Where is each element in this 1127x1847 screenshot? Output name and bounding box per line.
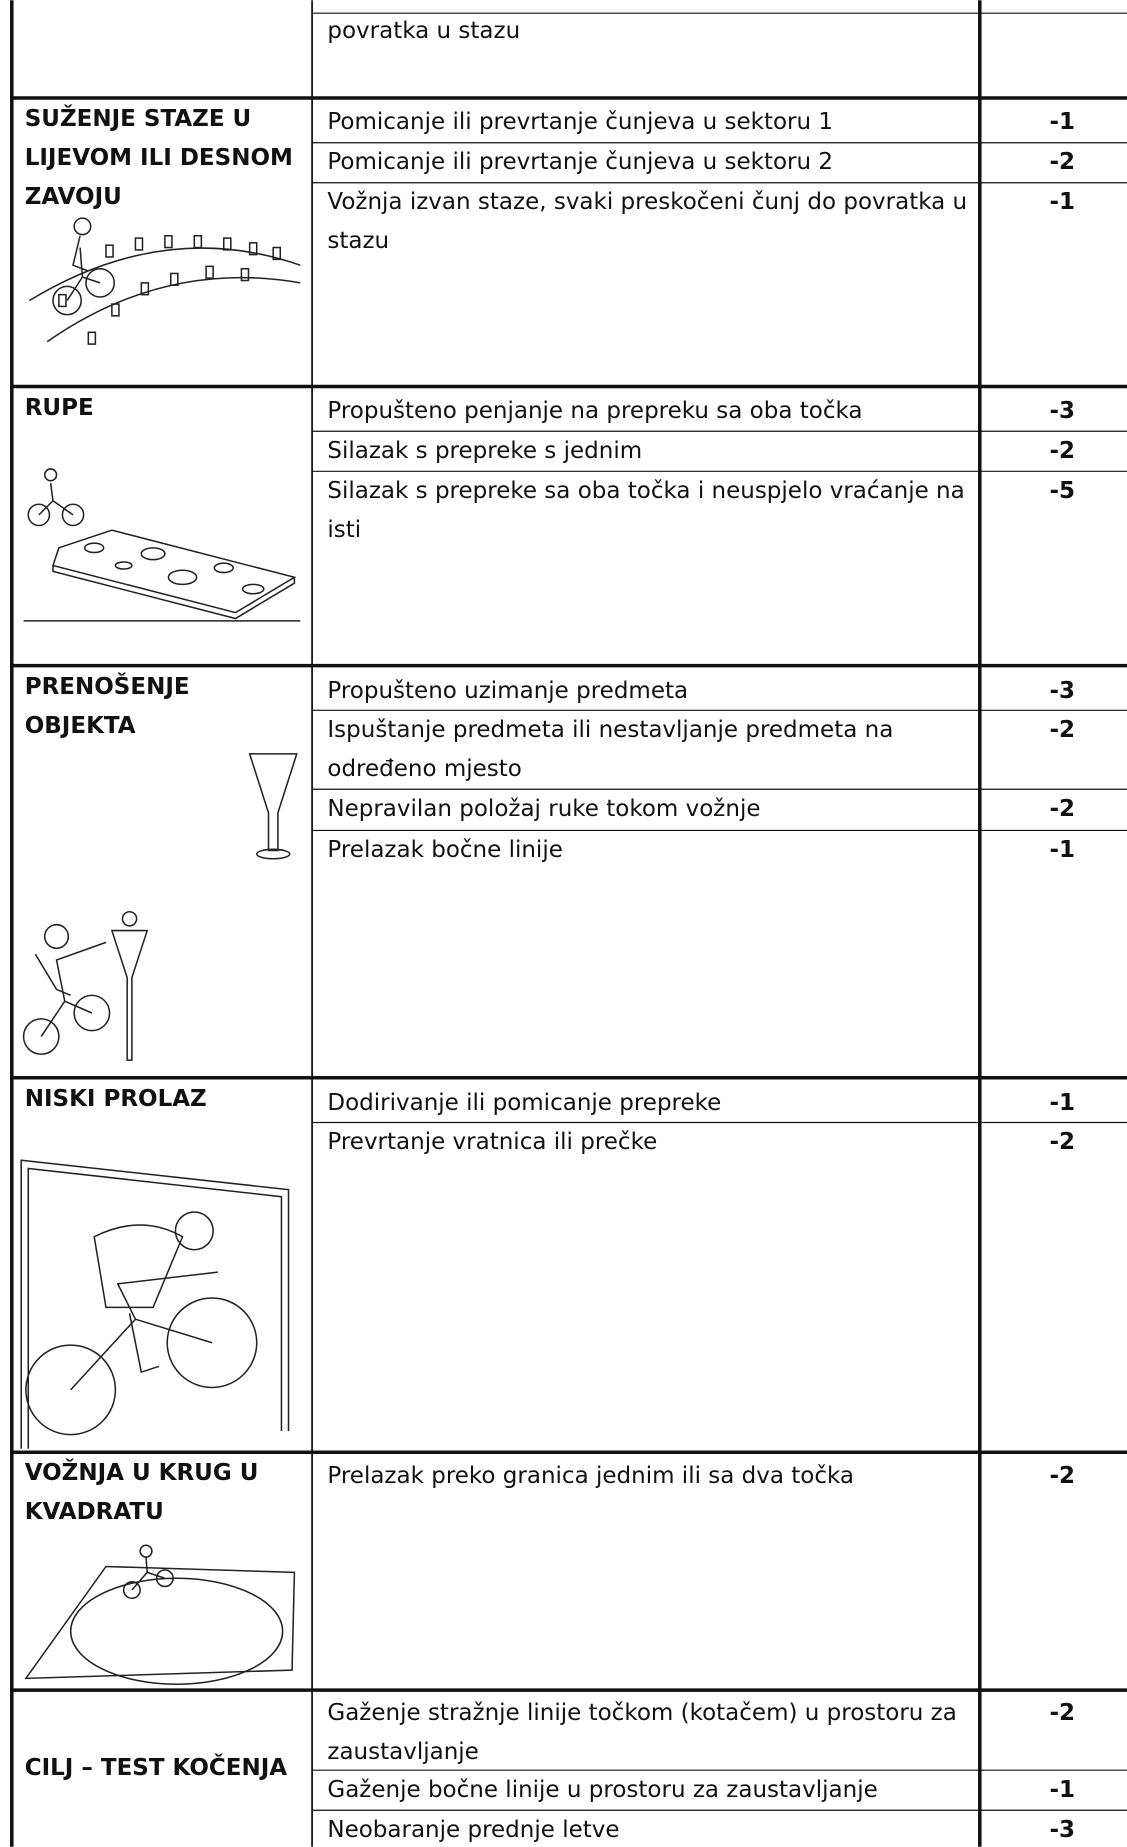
illustration-holes (23, 468, 301, 622)
item-text: Silazak s prepreke sa oba točka i neuspj… (327, 477, 965, 543)
item-text: Gaženje bočne linije u prostoru za zaust… (327, 1776, 878, 1803)
penalty: -2 (1049, 795, 1075, 822)
penalty: -3 (1049, 677, 1075, 704)
item-text: Ispuštanje predmeta ili nestavljanje pre… (327, 716, 894, 782)
section-title: RUPE (24, 394, 94, 421)
item-text: Nepravilan položaj ruke tokom vožnje (327, 795, 761, 822)
illustration-square (24, 1544, 296, 1686)
penalty: -3 (1049, 397, 1075, 424)
item-text: Silazak s prepreke s jednim (327, 437, 643, 464)
penalty: -2 (1049, 437, 1075, 464)
illustration-gate (20, 1159, 290, 1449)
penalty: -2 (1049, 149, 1075, 176)
section-title: VOŽNJA U KRUG U KVADRATU (24, 1460, 259, 1526)
item-text: Gaženje stražnje linije točkom (kotačem)… (327, 1700, 957, 1766)
penalty: -1 (1049, 109, 1075, 136)
item-text: Neobaranje prednje letve (327, 1816, 620, 1843)
item-text: Pomicanje ili prevrtanje čunjeva u sekto… (327, 109, 834, 136)
penalty: -1 (1049, 1776, 1075, 1803)
illustration-glass (22, 753, 298, 1061)
section-title: CILJ – TEST KOČENJA (24, 1755, 288, 1782)
item-text: Prelazak bočne linije (327, 836, 563, 863)
item-text: Prevrtanje vratnica ili prečke (327, 1128, 658, 1155)
penalty: -2 (1049, 1463, 1075, 1490)
section-title: NISKI PROLAZ (24, 1085, 207, 1112)
penalty: -2 (1049, 1700, 1075, 1727)
item-text: Propušteno penjanje na prepreku sa oba t… (327, 397, 863, 424)
item-text: Pomicanje ili prevrtanje čunjeva u sekto… (327, 149, 834, 176)
penalty: -1 (1049, 836, 1075, 863)
penalty: -3 (1049, 1816, 1075, 1843)
item-text: Prelazak preko granica jednim ili sa dva… (327, 1463, 855, 1490)
item-text: Propušteno uzimanje predmeta (327, 677, 689, 704)
penalty: -1 (1049, 189, 1075, 216)
item-text: povratka u stazu (327, 18, 521, 45)
section-title: SUŽENJE STAZE U LIJEVOM ILI DESNOM ZAVOJ… (24, 106, 293, 211)
illustration-cones (29, 217, 301, 345)
penalty: -2 (1049, 1128, 1075, 1155)
item-text: Dodirivanje ili pomicanje prepreke (327, 1090, 722, 1117)
penalty: -2 (1049, 716, 1075, 743)
item-text: Vožnja izvan staze, svaki preskočeni čun… (327, 189, 968, 255)
penalty: -5 (1049, 477, 1075, 504)
penalty: -1 (1049, 1090, 1075, 1117)
section-title: PRENOŠENJE OBJEKTA (24, 673, 190, 739)
